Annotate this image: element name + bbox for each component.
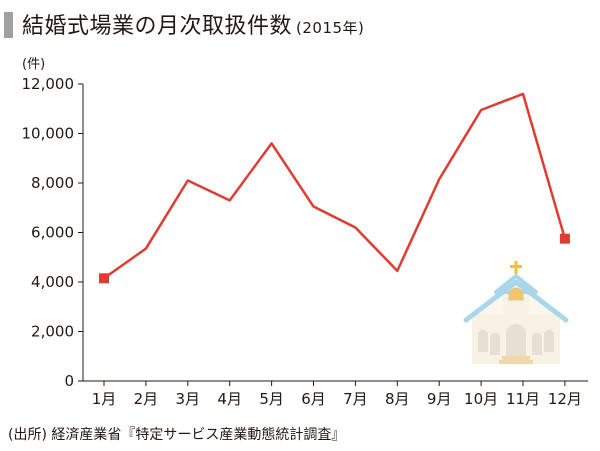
y-tick-label: 12,000 <box>22 75 75 93</box>
y-tick-label: 10,000 <box>22 125 75 143</box>
chart-ticks: (件) 0 2,000 4,000 6,000 8,000 10,000 12,000 1月 2月… <box>22 57 582 408</box>
chapel-icon <box>463 261 569 364</box>
x-tick-label: 8月 <box>385 390 410 408</box>
chart-series <box>99 92 570 284</box>
x-tick-label: 1月 <box>92 390 117 408</box>
y-axis-unit-label: (件) <box>22 57 45 72</box>
source-note: (出所) 経済産業省『特定サービス産業動態統計調査』 <box>8 427 346 443</box>
x-tick-label: 4月 <box>217 390 242 408</box>
y-tick-label: 4,000 <box>31 273 74 291</box>
y-tick-label: 0 <box>64 372 74 390</box>
x-tick-label: 12月 <box>548 390 582 408</box>
y-tick-label: 6,000 <box>31 224 74 242</box>
x-tick-label: 6月 <box>301 390 326 408</box>
x-tick-label: 5月 <box>259 390 284 408</box>
x-tick-label: 3月 <box>176 390 201 408</box>
x-tick-label: 9月 <box>427 390 452 408</box>
chart-title-year: (2015年) <box>296 19 365 37</box>
chart-title: 結婚式場業の月次取扱件数 (2015年) <box>22 8 364 40</box>
chart-title-main: 結婚式場業の月次取扱件数 <box>22 14 293 39</box>
y-tick-label: 2,000 <box>31 323 74 341</box>
x-tick-label: 2月 <box>134 390 159 408</box>
data-point-marker <box>559 233 570 244</box>
y-tick-label: 8,000 <box>31 174 74 192</box>
x-tick-label: 10月 <box>464 390 498 408</box>
data-point-marker <box>99 273 109 284</box>
x-tick-label: 11月 <box>506 390 540 408</box>
x-tick-label: 7月 <box>343 390 368 408</box>
title-accent-bar <box>4 12 13 38</box>
series-line <box>103 92 567 280</box>
